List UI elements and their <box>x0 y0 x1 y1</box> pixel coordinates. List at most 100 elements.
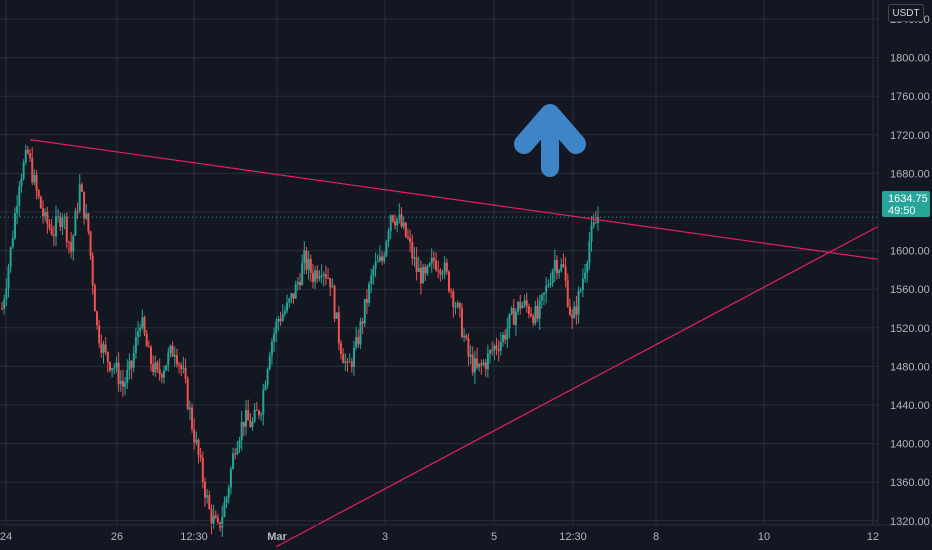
candle-body <box>9 247 12 267</box>
trendline-support[interactable] <box>275 225 879 548</box>
time-axis[interactable]: 24 26 12:30 Mar 3 5 12:30 8 10 12 <box>0 531 879 543</box>
last-price-tag: 1634.75 49:50 <box>882 191 930 217</box>
candle-body <box>169 345 172 353</box>
candle-body <box>497 349 500 351</box>
candle-body <box>406 236 409 239</box>
candle-body <box>102 344 105 353</box>
candle-body <box>20 178 23 187</box>
candle-body <box>435 260 438 271</box>
candle-body <box>29 153 32 158</box>
candle-body <box>553 259 556 271</box>
candle-body <box>199 455 202 458</box>
candle-body <box>173 355 176 357</box>
candle-body <box>46 211 49 225</box>
candle-body <box>301 263 304 285</box>
time-tick-label: 8 <box>653 531 659 543</box>
candle-body <box>108 362 111 371</box>
candle-body <box>374 262 377 269</box>
candle-body <box>232 453 235 469</box>
candle-body <box>523 300 526 306</box>
candle-body <box>357 337 360 345</box>
candle-body <box>85 213 88 219</box>
candle-body <box>240 421 243 441</box>
candle-body <box>132 353 135 368</box>
candle-body <box>152 363 155 373</box>
candle-body <box>445 262 448 272</box>
candle-body <box>191 407 194 430</box>
candle-body <box>545 285 548 293</box>
candle-body <box>400 214 403 227</box>
candle-body <box>456 302 459 307</box>
candle-body <box>577 290 580 315</box>
candle-body <box>547 285 550 287</box>
candle-body <box>188 407 191 409</box>
candle-body <box>383 255 386 261</box>
candle-body <box>39 196 42 209</box>
candle-body <box>484 362 487 370</box>
time-tick-label: 24 <box>0 531 12 543</box>
candle-body <box>124 382 127 387</box>
candle-body <box>286 302 289 311</box>
candle-body <box>67 241 70 243</box>
candle-body <box>303 250 306 264</box>
candle-body <box>581 278 584 291</box>
candle-body <box>551 270 554 284</box>
trendlines[interactable] <box>29 139 879 548</box>
candle-body <box>486 353 489 370</box>
candle-body <box>13 213 16 239</box>
candle-body <box>458 302 461 309</box>
up-arrow-icon[interactable] <box>514 104 586 177</box>
candle-body <box>175 355 178 365</box>
candle-body <box>527 306 530 315</box>
candle-body <box>223 502 226 517</box>
candle-body <box>352 347 355 368</box>
candle-body <box>238 440 241 449</box>
candle-body <box>277 318 280 322</box>
candles <box>0 144 878 537</box>
candle-body <box>320 275 323 277</box>
candle-body <box>381 256 384 261</box>
candle-body <box>463 335 466 337</box>
candle-body <box>98 325 101 344</box>
candle-body <box>134 336 137 354</box>
candle-body <box>441 273 444 275</box>
candle-body <box>255 409 258 411</box>
candle-body <box>398 214 401 220</box>
candle-body <box>322 274 325 276</box>
candle-body <box>543 292 546 295</box>
currency-button[interactable]: USDT <box>888 4 924 22</box>
candle-body <box>346 361 349 363</box>
candle-body <box>413 257 416 259</box>
trendline-resistance[interactable] <box>29 139 879 260</box>
candle-body <box>504 334 507 340</box>
candle-body <box>150 346 152 364</box>
candle-body <box>270 341 273 356</box>
candle-body <box>530 314 533 317</box>
candle-body <box>227 487 230 498</box>
candle-body <box>508 313 511 329</box>
candle-body <box>44 211 47 217</box>
candle-body <box>214 515 217 518</box>
candle-body <box>363 298 366 324</box>
candle-body <box>249 420 252 428</box>
candle-body <box>24 149 27 163</box>
candle-body <box>165 365 168 371</box>
candle-body <box>562 264 565 267</box>
candle-body <box>121 380 124 387</box>
candle-body <box>532 316 535 324</box>
candle-body <box>35 174 38 191</box>
time-tick-label: 12:30 <box>559 531 587 543</box>
candle-body <box>186 378 189 409</box>
candle-body <box>491 350 494 352</box>
candle-body <box>376 261 379 263</box>
candle-body <box>575 306 578 315</box>
candle-body <box>184 367 187 379</box>
grid <box>0 0 878 525</box>
candle-body <box>262 389 265 415</box>
candle-body <box>415 257 418 273</box>
candle-body <box>212 515 215 524</box>
candle-body <box>236 448 239 455</box>
candle-body <box>411 242 414 259</box>
candle-body <box>428 263 431 266</box>
